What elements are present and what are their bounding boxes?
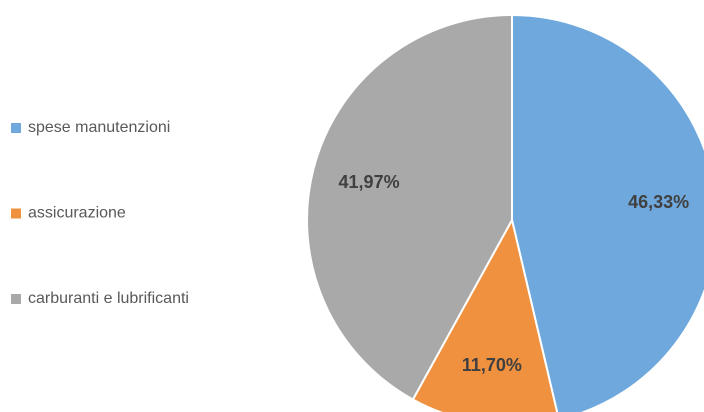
legend-text: carburanti e lubrificanti bbox=[28, 290, 189, 307]
data-label: 11,70% bbox=[462, 355, 522, 375]
legend-swatch bbox=[11, 208, 21, 219]
pie-slice bbox=[411, 217, 559, 412]
pie-slice bbox=[511, 13, 704, 412]
pie-slice bbox=[306, 13, 513, 401]
data-label: 46,33% bbox=[628, 192, 689, 212]
data-label: 41,97% bbox=[339, 172, 400, 192]
legend-text: assicurazione bbox=[28, 205, 126, 222]
legend-swatch bbox=[11, 123, 21, 133]
legend-text: spese manutenzioni bbox=[28, 119, 170, 136]
legend-swatch bbox=[11, 294, 21, 304]
